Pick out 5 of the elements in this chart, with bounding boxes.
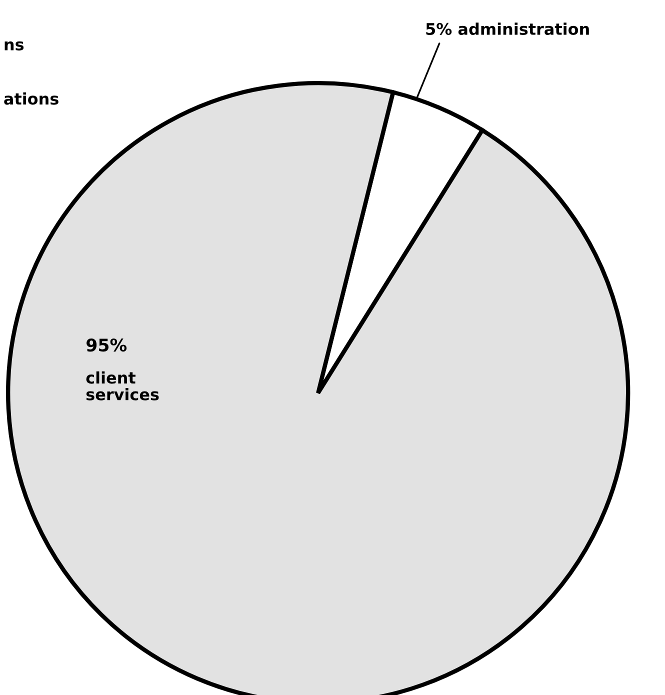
text: ns	[4, 41, 24, 51]
slice-label: 5% administration	[426, 22, 589, 36]
data-label: 95%	[86, 338, 127, 352]
slice-label: client services	[86, 371, 159, 400]
text: ations	[4, 92, 58, 105]
